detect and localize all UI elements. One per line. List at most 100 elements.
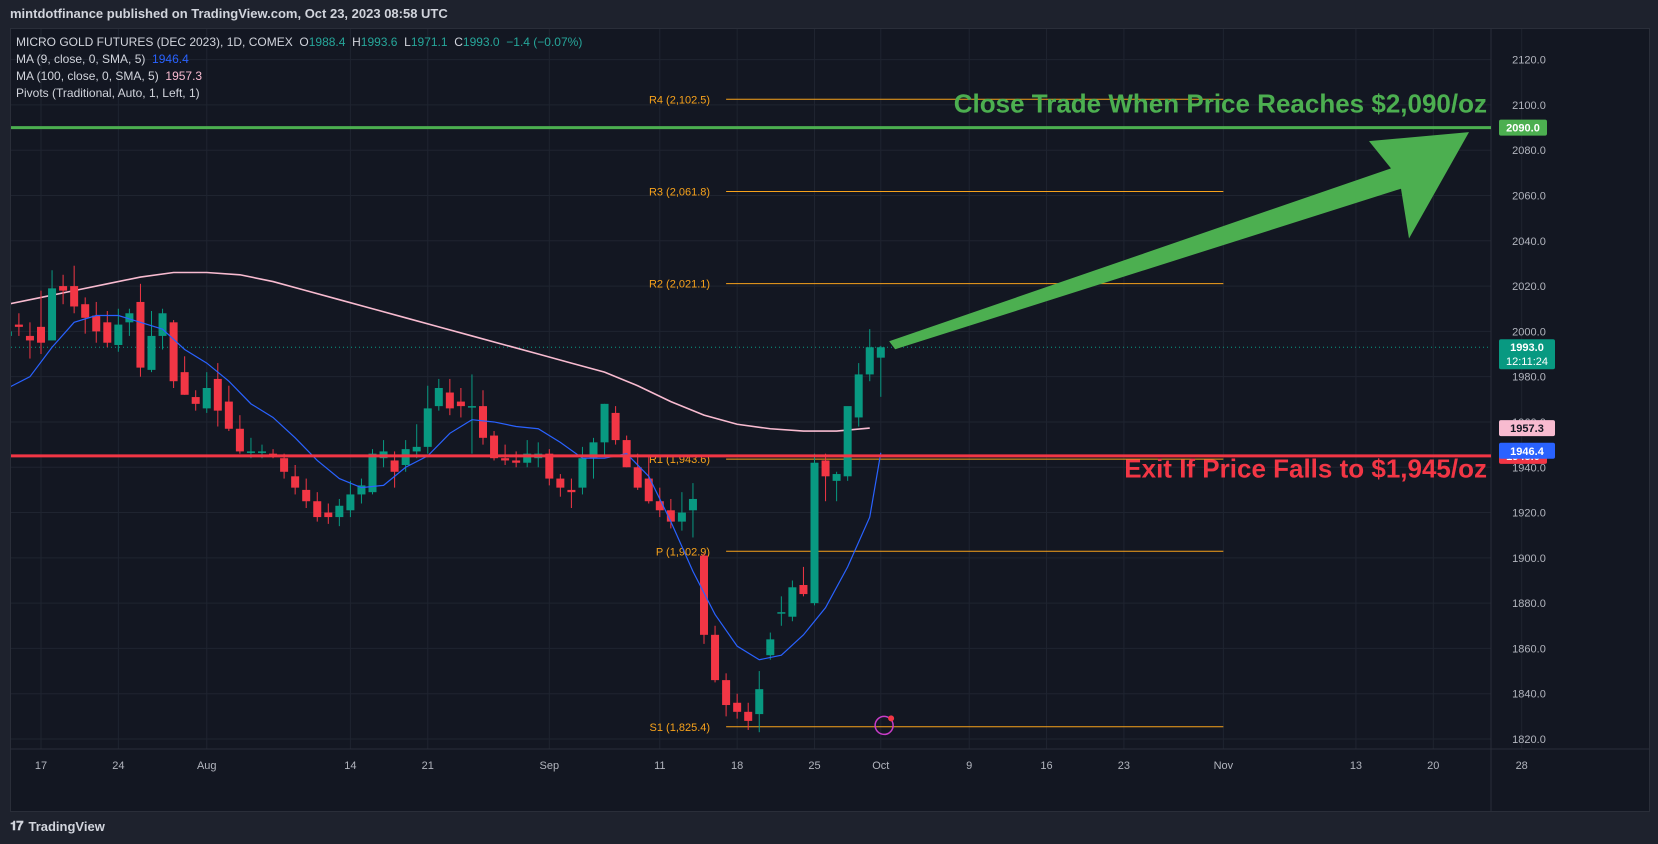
candle-down <box>655 501 664 511</box>
candle-down <box>14 324 23 327</box>
pivot-label: S1 (1,825.4) <box>650 722 711 734</box>
tradingview-footer[interactable]: 𝟏𝟕 TradingView <box>10 818 105 834</box>
pivot-label: P (1,902.9) <box>656 546 710 558</box>
ma100-value-axis-label: 1957.3 <box>1510 423 1544 435</box>
high-value: 1993.6 <box>360 35 398 49</box>
y-tick-label: 1880.0 <box>1512 598 1546 610</box>
last-price-axis-box <box>1499 339 1555 370</box>
x-tick-label: 17 <box>35 760 47 772</box>
y-tick-label: 1840.0 <box>1512 689 1546 701</box>
symbol-row[interactable]: MICRO GOLD FUTURES (DEC 2023), 1D, COMEX… <box>16 34 582 51</box>
publish-info: mintdotfinance published on TradingView.… <box>10 6 448 21</box>
candle-up <box>876 347 885 358</box>
candle-down <box>324 512 333 518</box>
candle-up <box>346 494 355 511</box>
candle-up <box>3 331 12 336</box>
candle-up <box>125 313 134 323</box>
y-tick-label: 1820.0 <box>1512 734 1546 746</box>
candle-down <box>556 478 565 488</box>
candle-down <box>644 478 653 502</box>
x-tick-label: 28 <box>1516 760 1528 772</box>
candle-down <box>25 335 34 341</box>
x-tick-label: 24 <box>112 760 124 772</box>
candle-down <box>92 315 101 332</box>
candle-up <box>677 512 686 522</box>
x-tick-label: 21 <box>422 760 434 772</box>
candle-up <box>412 446 421 452</box>
candle-down <box>224 401 233 429</box>
candle-up <box>600 403 609 443</box>
candle-up <box>523 453 532 463</box>
y-tick-label: 1860.0 <box>1512 643 1546 655</box>
candle-down <box>722 680 731 706</box>
high-label: H <box>352 35 361 49</box>
candle-up <box>158 313 167 336</box>
ma100-row[interactable]: MA (100, close, 0, SMA, 5) 1957.3 <box>16 68 582 85</box>
candle-down <box>501 458 510 461</box>
candle-up <box>865 347 874 375</box>
candle-down <box>733 702 742 712</box>
x-tick-label: 23 <box>1118 760 1130 772</box>
pivots-label[interactable]: Pivots (Traditional, Auto, 1, Left, 1) <box>16 86 200 100</box>
chart-legend: MICRO GOLD FUTURES (DEC 2023), 1D, COMEX… <box>16 34 582 102</box>
low-label: L <box>404 35 411 49</box>
close-value: 1993.0 <box>462 35 500 49</box>
ma100-line <box>7 271 870 432</box>
ma100-label[interactable]: MA (100, close, 0, SMA, 5) <box>16 69 159 83</box>
candle-down <box>700 555 708 635</box>
x-tick-label: Oct <box>872 760 889 772</box>
candle-down <box>103 322 112 343</box>
ma9-row[interactable]: MA (9, close, 0, SMA, 5) 1946.4 <box>16 51 582 68</box>
candle-up <box>434 388 443 407</box>
footer-logo-text: TradingView <box>28 818 105 834</box>
candle-up <box>755 689 764 715</box>
candle-up <box>843 406 852 477</box>
pivots-row[interactable]: Pivots (Traditional, Auto, 1, Left, 1) <box>16 85 582 102</box>
candle-up <box>788 587 797 617</box>
candle-up <box>335 505 344 518</box>
change-value: −1.4 (−0.07%) <box>506 35 583 49</box>
candle-down <box>136 301 145 368</box>
x-tick-label: 16 <box>1040 760 1052 772</box>
y-tick-label: 2040.0 <box>1512 236 1546 248</box>
ma9-label[interactable]: MA (9, close, 0, SMA, 5) <box>16 52 146 66</box>
close-label: C <box>454 35 463 49</box>
candle-up <box>766 639 775 656</box>
candle-up <box>578 458 587 488</box>
candle-down <box>479 406 487 438</box>
candle-down <box>711 634 720 681</box>
candle-down <box>213 378 222 411</box>
candle-down <box>291 476 300 488</box>
open-label: O <box>299 35 309 49</box>
candle-down <box>390 460 399 472</box>
x-tick-label: 9 <box>966 760 972 772</box>
y-tick-label: 1940.0 <box>1512 462 1546 474</box>
chart-frame[interactable]: 1820.0 1840.0 1860.0 1880.0 1900.0 1920.0 1940… <box>3 28 1650 812</box>
candle-down <box>280 458 289 472</box>
chart-canvas[interactable]: 1820.0 1840.0 1860.0 1880.0 1900.0 1920.0 1940… <box>3 29 1649 811</box>
candle-up <box>589 442 598 459</box>
x-tick-label: 25 <box>808 760 820 772</box>
candle-down <box>180 372 189 395</box>
ma9-value-axis-label: 1946.4 <box>1510 446 1545 458</box>
ma9-value-axis-box <box>1499 442 1555 459</box>
candle-down <box>302 489 311 502</box>
x-tick-label: 13 <box>1350 760 1362 772</box>
candle-down <box>633 467 642 488</box>
y-tick-label: 2020.0 <box>1512 281 1546 293</box>
y-tick-label: 2060.0 <box>1512 191 1546 203</box>
event-dot-icon <box>888 715 895 722</box>
symbol-name[interactable]: MICRO GOLD FUTURES (DEC 2023), 1D, COMEX <box>16 35 293 49</box>
candle-up <box>147 335 156 370</box>
trend-arrow <box>889 132 1469 350</box>
candle-up <box>258 451 266 453</box>
candle-down <box>37 326 45 343</box>
event-icon <box>874 715 894 736</box>
pivot-label: R2 (2,021.1) <box>649 279 710 291</box>
candle-up <box>832 474 841 481</box>
candle-down <box>70 286 79 307</box>
candle-down <box>191 397 200 404</box>
candle-down <box>313 501 322 518</box>
take-profit-axis-label: 2090.0 <box>1506 123 1540 135</box>
